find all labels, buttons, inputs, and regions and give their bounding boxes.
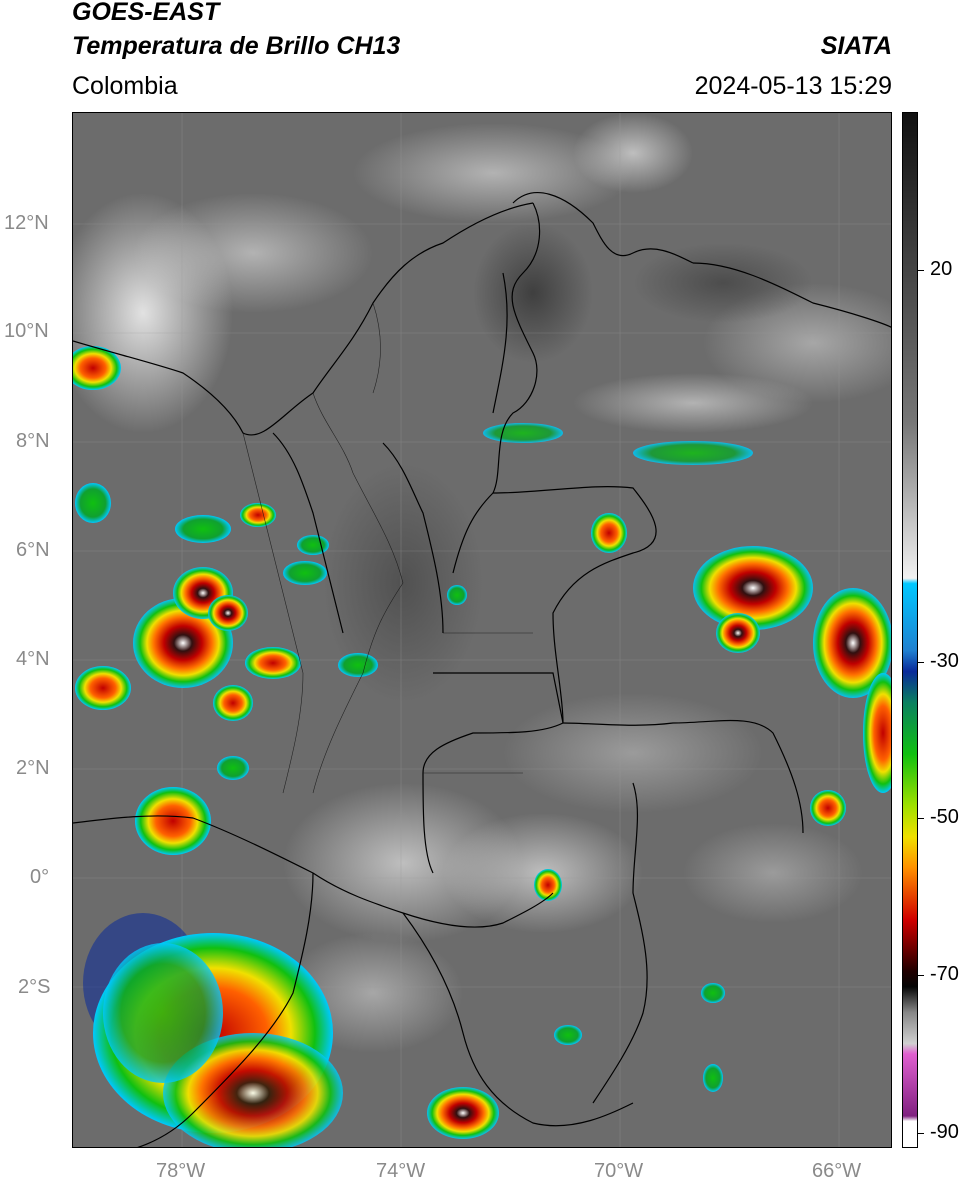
- temperature-colorbar: [902, 112, 918, 1148]
- colorbar-label-20: 20: [930, 258, 953, 280]
- colorbar-tick-minus90: [918, 1133, 924, 1134]
- colorbar-tick-minus70: [918, 975, 924, 976]
- satellite-map[interactable]: [72, 112, 892, 1148]
- colorbar-label-minus70: -70: [930, 963, 959, 985]
- lat-label-12n: 12°N: [4, 212, 49, 234]
- country-borders: [73, 192, 891, 1147]
- lon-label-78w: 78°W: [156, 1160, 206, 1182]
- product-title: Temperatura de Brillo CH13: [72, 32, 401, 60]
- lon-label-70w: 70°W: [594, 1160, 644, 1182]
- lat-label-2n: 2°N: [16, 757, 50, 779]
- lon-label-74w: 74°W: [376, 1160, 426, 1182]
- region-name: Colombia: [72, 72, 178, 100]
- department-borders: [242, 302, 533, 794]
- lat-label-8n: 8°N: [16, 430, 50, 452]
- lat-label-4n: 4°N: [16, 648, 50, 670]
- lat-label-0: 0°: [30, 866, 50, 888]
- colorbar-tick-minus30: [918, 662, 924, 663]
- colorbar-tick-minus50: [918, 818, 924, 819]
- satellite-name: GOES-EAST: [72, 0, 220, 26]
- timestamp: 2024-05-13 15:29: [694, 72, 892, 100]
- colorbar-label-minus30: -30: [930, 650, 959, 672]
- colorbar-label-minus50: -50: [930, 806, 959, 828]
- convective-storms: [73, 346, 891, 1147]
- lon-label-66w: 66°W: [812, 1160, 862, 1182]
- lat-label-2s: 2°S: [18, 976, 51, 998]
- lat-label-10n: 10°N: [4, 320, 49, 342]
- map-canvas: [73, 113, 891, 1147]
- agency-name: SIATA: [820, 32, 892, 60]
- colorbar-label-minus90: -90: [930, 1121, 959, 1143]
- lat-label-6n: 6°N: [16, 539, 50, 561]
- colorbar-tick-20: [918, 270, 924, 271]
